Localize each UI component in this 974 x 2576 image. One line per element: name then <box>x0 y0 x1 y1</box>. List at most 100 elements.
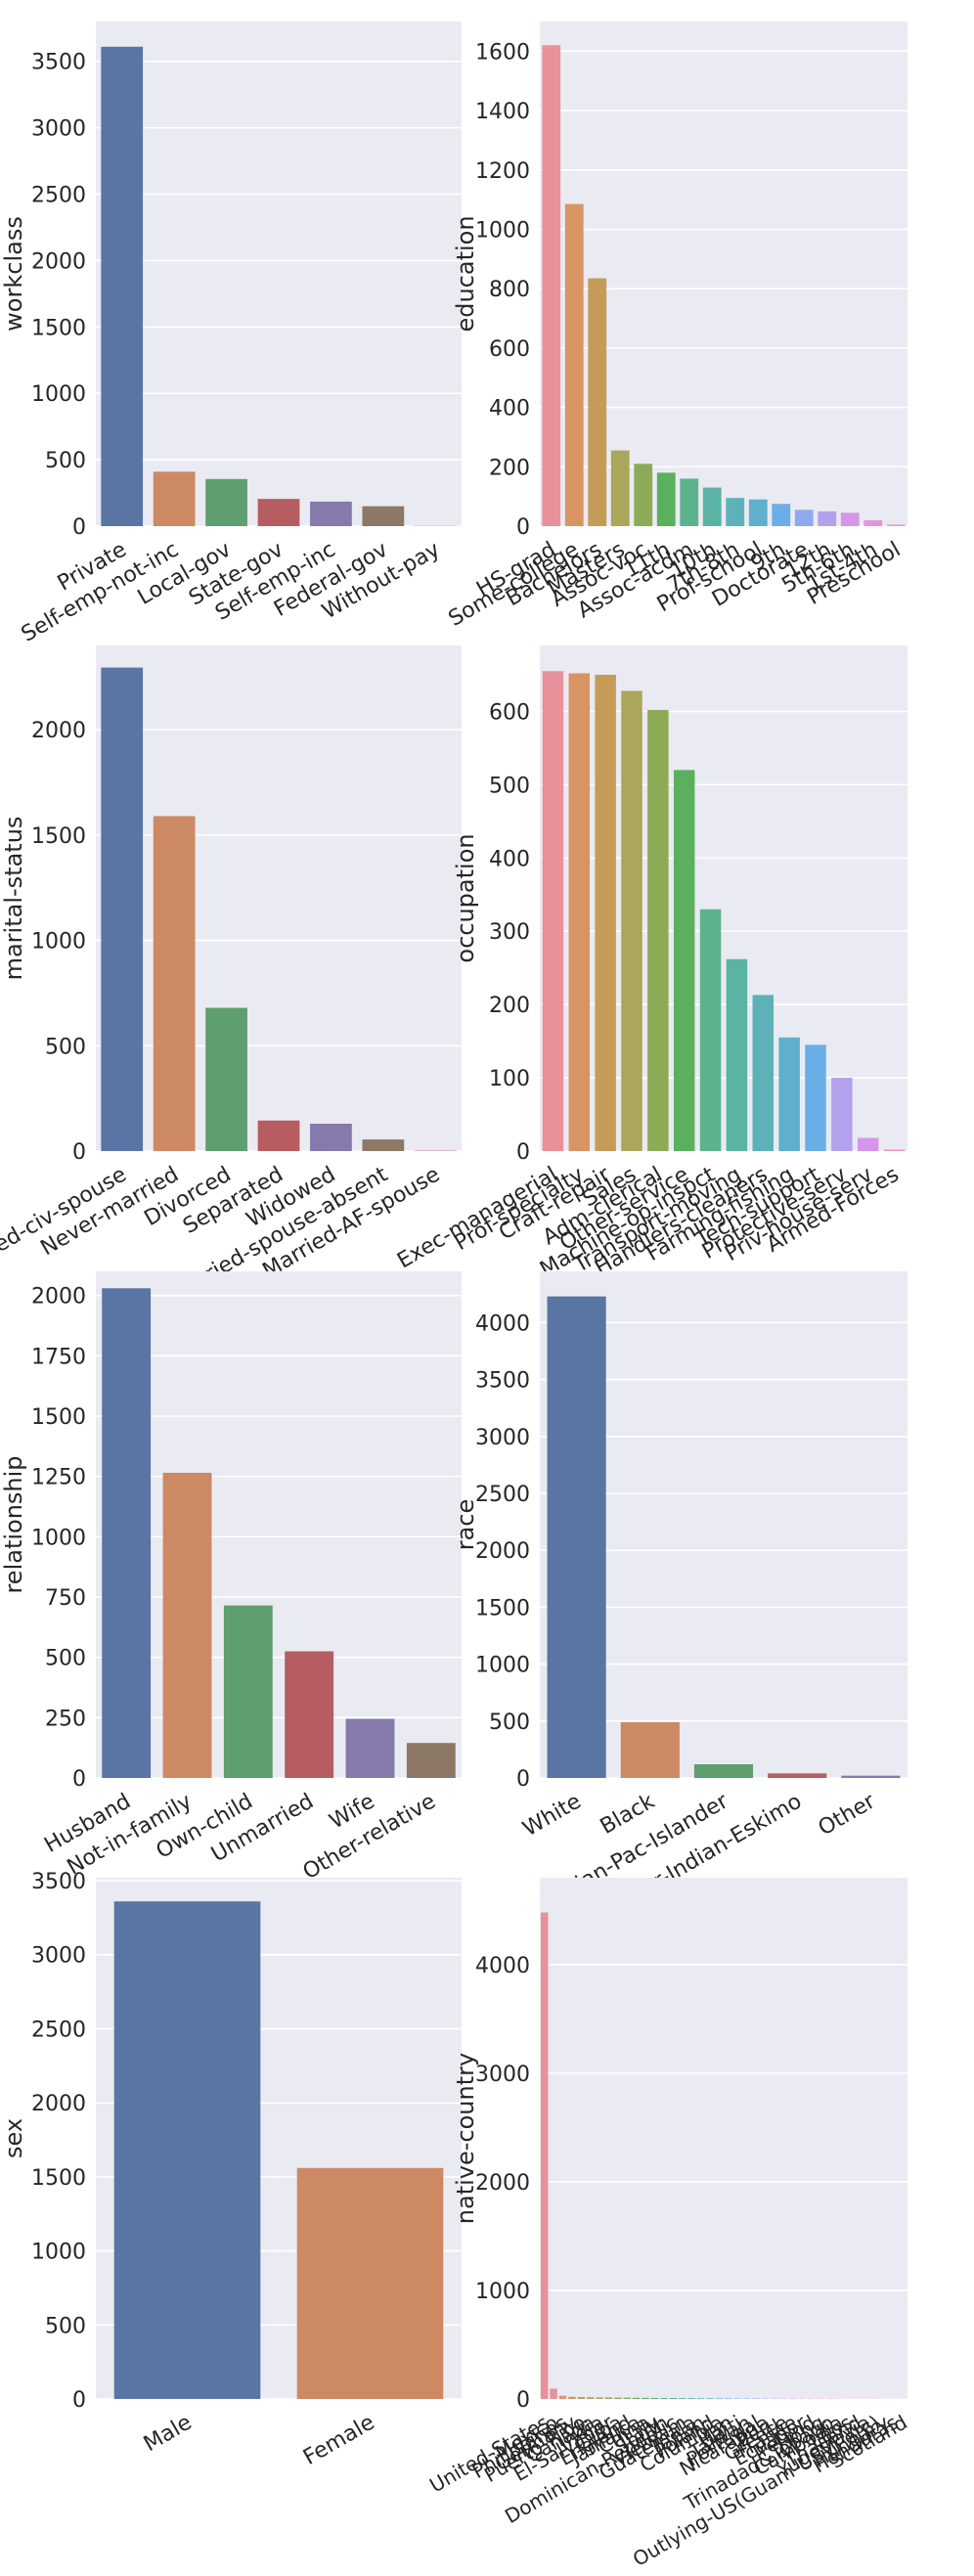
bar-Taiwan <box>742 2398 751 2399</box>
y-tick-label: 200 <box>489 994 530 1018</box>
bar-Vietnam <box>678 2398 686 2399</box>
bar-Wife <box>345 1718 395 1778</box>
plot-background <box>96 1271 462 1778</box>
bar-Haiti <box>733 2398 741 2399</box>
y-tick-label: 1750 <box>31 1345 86 1369</box>
y-tick-label: 1000 <box>31 2241 86 2265</box>
y-tick-label: 0 <box>72 515 86 540</box>
y-tick-label: 2000 <box>475 1539 530 1564</box>
bar-United-States <box>540 1912 549 2399</box>
bar-12th <box>818 511 837 526</box>
bar-Germany <box>568 2396 576 2399</box>
chart-panel-native-country: 01000200030004000United-StatesMexicoPhil… <box>425 1878 911 2571</box>
y-tick-label: 1400 <box>475 100 530 124</box>
bar-11th <box>656 472 676 526</box>
bar-Farming-fishing <box>778 1037 800 1151</box>
chart-panel-sex: 0 500 1000 1500 2000 2500 3000 3500 Male Female se… <box>0 1870 462 2470</box>
bar-State-gov <box>257 499 300 526</box>
bar-Masters <box>610 450 630 526</box>
y-tick-label: 1500 <box>31 2166 86 2191</box>
y-tick-label: 3000 <box>475 1426 530 1450</box>
bar-Separated <box>257 1120 300 1151</box>
bar-Handlers-cleaners <box>752 995 775 1151</box>
y-tick-label: 1500 <box>475 1596 530 1621</box>
plot-background <box>540 1878 908 2399</box>
bar-9th <box>772 504 791 526</box>
y-tick-label: 1000 <box>31 1526 86 1550</box>
y-tick-label: 500 <box>45 1035 86 1059</box>
chart-panel-occupation: 0100200300400500600Exec-managerialProf-s… <box>393 645 908 1282</box>
x-tick-label: Male <box>140 2411 197 2458</box>
y-axis-label: native-country <box>452 2053 479 2224</box>
y-tick-label: 400 <box>489 397 530 422</box>
bar-Columbia <box>715 2398 724 2399</box>
bar-Craft-repair <box>595 674 616 1151</box>
bar-Portugal <box>752 2398 760 2399</box>
y-tick-label: 3000 <box>31 117 86 142</box>
bar-Puerto-Rico <box>577 2397 586 2399</box>
plot-background <box>96 645 462 1151</box>
bar-Self-emp-inc <box>310 501 352 526</box>
y-tick-label: 2500 <box>31 184 86 208</box>
y-tick-label: 0 <box>516 1140 530 1165</box>
bar-Canada <box>586 2397 595 2399</box>
x-tick-label: Other <box>815 1789 880 1841</box>
y-tick-label: 0 <box>72 1767 86 1792</box>
chart-panel-workclass: 0500100015002000250030003500PrivateSelf-… <box>0 22 462 647</box>
y-axis-label: education <box>452 215 479 332</box>
y-tick-label: 1000 <box>475 2280 530 2304</box>
y-tick-label: 4000 <box>475 1311 530 1336</box>
y-tick-label: 1500 <box>31 1405 86 1430</box>
bar-Machine-op-inspct <box>699 909 722 1151</box>
bar-Assoc-acdm <box>680 478 699 526</box>
y-tick-label: 600 <box>489 700 530 725</box>
bar-England <box>623 2397 632 2399</box>
y-tick-label: 2000 <box>31 249 86 274</box>
y-tick-label: 1500 <box>31 824 86 849</box>
y-tick-label: 100 <box>489 1067 530 1091</box>
y-tick-label: 300 <box>489 920 530 945</box>
bar-Amer-Indian-Eskimo <box>768 1773 827 1778</box>
chart-panel-marital-status: 0500100015002000Married-civ-spouseNever-… <box>0 645 462 1307</box>
y-tick-label: 2500 <box>31 2018 86 2042</box>
y-tick-label: 1200 <box>475 159 530 184</box>
bar-Bachelors <box>588 278 607 526</box>
y-tick-label: 500 <box>45 1647 86 1671</box>
bar-Female <box>296 2167 444 2399</box>
bar-Private <box>101 46 144 527</box>
bar-Dominican-Republic <box>669 2398 678 2399</box>
y-tick-label: 3500 <box>475 1369 530 1394</box>
bar-Self-emp-not-inc <box>153 471 196 526</box>
y-tick-label: 500 <box>45 2314 86 2338</box>
y-axis-label: marital-status <box>0 817 27 981</box>
bar-Prof-school <box>748 499 768 526</box>
bar-1st-4th <box>863 519 883 526</box>
bar-10th <box>702 487 722 526</box>
y-axis-label: workclass <box>0 216 27 332</box>
bar-Married-spouse-absent <box>362 1139 405 1151</box>
bar-Married-civ-spouse <box>101 667 144 1151</box>
bar-Priv-house-serv <box>857 1137 879 1151</box>
bar-Transport-moving <box>726 958 748 1151</box>
y-tick-label: 250 <box>45 1707 86 1731</box>
x-tick-label: White <box>519 1790 586 1843</box>
y-tick-label: 4000 <box>475 1954 530 1978</box>
y-tick-label: 1000 <box>475 1654 530 1678</box>
y-tick-label: 2000 <box>31 2092 86 2116</box>
bar-Other <box>841 1775 901 1778</box>
y-tick-label: 1000 <box>31 930 86 955</box>
bar-Black <box>620 1721 680 1778</box>
bar-7th-8th <box>726 498 745 526</box>
bar-Tech-support <box>805 1044 826 1151</box>
y-tick-label: 0 <box>516 1767 530 1792</box>
bar-Unmarried <box>285 1651 334 1778</box>
bar-5th-6th <box>840 512 860 526</box>
y-tick-label: 800 <box>489 278 530 302</box>
y-tick-label: 2500 <box>475 1483 530 1507</box>
y-tick-label: 0 <box>516 2388 530 2413</box>
bar-Iran <box>724 2398 732 2399</box>
bar-Married-AF-spouse <box>414 1150 457 1151</box>
plot-background <box>96 22 462 526</box>
